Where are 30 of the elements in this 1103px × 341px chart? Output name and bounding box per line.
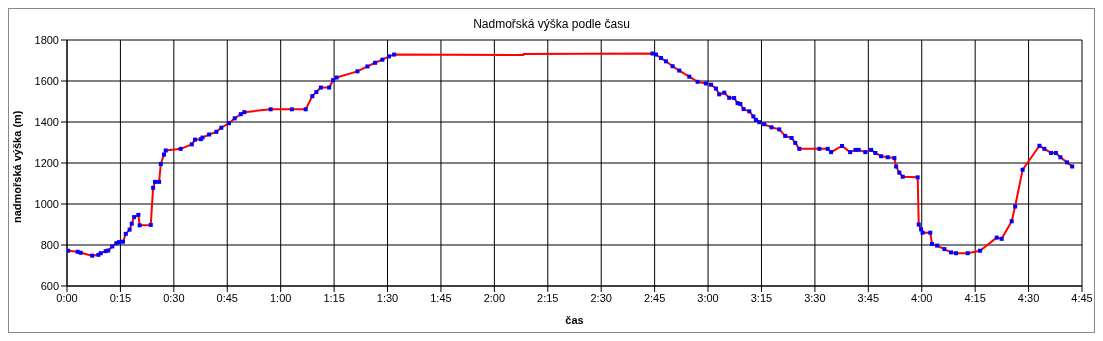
x-tick-label: 2:00 bbox=[483, 291, 506, 304]
x-tick-label: 4:00 bbox=[911, 291, 933, 304]
x-tick-label: 1:30 bbox=[376, 291, 399, 304]
y-axis-title: nadmořská výška (m) bbox=[10, 110, 23, 223]
y-tick-label: 800 bbox=[40, 238, 59, 251]
x-tick-label: 1:00 bbox=[269, 291, 292, 304]
x-tick-label: 3:45 bbox=[857, 291, 880, 304]
x-axis-title: čas bbox=[565, 314, 584, 326]
x-tick-label: 1:15 bbox=[323, 291, 345, 304]
x-tick-label: 2:15 bbox=[537, 291, 559, 304]
x-tick-label: 0:00 bbox=[56, 291, 78, 304]
x-tick-label: 4:45 bbox=[1071, 291, 1093, 304]
x-tick-label: 4:15 bbox=[964, 291, 986, 304]
y-tick-label: 1800 bbox=[34, 33, 59, 46]
y-tick-label: 600 bbox=[40, 279, 59, 292]
x-tick-label: 0:15 bbox=[109, 291, 132, 304]
x-tick-label: 4:30 bbox=[1017, 291, 1040, 304]
x-tick-label: 3:15 bbox=[750, 291, 773, 304]
y-tick-label: 1600 bbox=[34, 74, 59, 87]
x-tick-label: 1:45 bbox=[430, 291, 452, 304]
x-tick-label: 0:30 bbox=[163, 291, 185, 304]
y-tick-label: 1000 bbox=[34, 197, 59, 210]
y-tick-label: 1400 bbox=[34, 115, 59, 128]
y-tick-label: 1200 bbox=[34, 156, 59, 169]
x-tick-label: 2:30 bbox=[590, 291, 612, 304]
x-tick-label: 0:45 bbox=[216, 291, 238, 304]
x-tick-label: 3:30 bbox=[804, 291, 826, 304]
x-tick-label: 2:45 bbox=[643, 291, 666, 304]
chart-title: Nadmořská výška podle času bbox=[472, 17, 631, 31]
x-tick-label: 3:00 bbox=[697, 291, 719, 304]
